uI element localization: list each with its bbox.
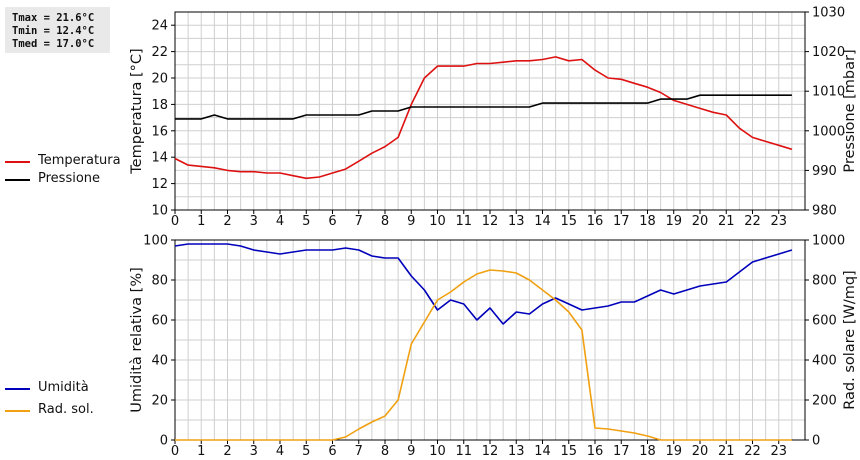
bottom-x-tick-label: 20 — [692, 444, 709, 459]
stats-box: Tmax = 21.6°C Tmin = 12.4°C Tmed = 17.0°… — [5, 7, 110, 53]
top-series-pressione — [175, 94, 792, 120]
bottom-x-tick-label: 22 — [744, 444, 761, 459]
top-x-tick-label: 17 — [613, 214, 630, 229]
bottom-x-tick-label: 5 — [302, 444, 310, 459]
top-yright-tick-label: 1000 — [812, 124, 845, 139]
top-x-tick-label: 15 — [560, 214, 577, 229]
bottom-x-tick-label: 11 — [455, 444, 472, 459]
tmed-text: Tmed = 17.0°C — [12, 38, 95, 50]
bottom-x-tick-label: 4 — [276, 444, 284, 459]
top-yleft-tick-label: 20 — [151, 72, 168, 87]
top-x-tick-label: 20 — [692, 214, 709, 229]
legend-temperatura-swatch — [5, 161, 30, 163]
legend-umidita-label: Umidità — [38, 380, 89, 395]
legend-pressione-label: Pressione — [38, 171, 101, 186]
bottom-yleft-tick-label: 40 — [151, 354, 168, 369]
top-yleft-tick-label: 24 — [151, 19, 168, 34]
bottom-series-rad-sol — [175, 269, 792, 441]
bottom-ylabel-left: Umidità relativa [%] — [129, 267, 145, 413]
top-x-tick-label: 10 — [429, 214, 446, 229]
bottom-x-tick-label: 2 — [223, 444, 231, 459]
bottom-x-tick-label: 3 — [250, 444, 258, 459]
top-yleft-tick-label: 16 — [151, 124, 168, 139]
top-x-tick-label: 8 — [381, 214, 389, 229]
top-yleft-tick-label: 10 — [151, 204, 168, 219]
tmax-text: Tmax = 21.6°C — [12, 12, 95, 24]
top-x-tick-label: 6 — [328, 214, 336, 229]
bottom-yleft-tick-label: 100 — [143, 234, 168, 249]
bottom-yleft-tick-label: 60 — [151, 314, 168, 329]
top-yleft-tick-label: 14 — [151, 151, 168, 166]
top-x-tick-label: 4 — [276, 214, 284, 229]
bottom-yright-tick-label: 800 — [812, 274, 837, 289]
bottom-x-tick-label: 21 — [718, 444, 735, 459]
bottom-x-tick-label: 7 — [355, 444, 363, 459]
top-ylabel-right: Pressione [mbar] — [842, 49, 858, 172]
bottom-x-tick-label: 18 — [639, 444, 656, 459]
bottom-yright-tick-label: 0 — [812, 434, 820, 449]
top-x-tick-label: 2 — [223, 214, 231, 229]
bottom-x-tick-label: 0 — [171, 444, 179, 459]
top-x-tick-label: 19 — [665, 214, 682, 229]
top-yleft-tick-label: 12 — [151, 177, 168, 192]
bottom-x-tick-label: 15 — [560, 444, 577, 459]
bottom-yright-tick-label: 1000 — [812, 234, 845, 249]
legend-pressione-swatch — [5, 179, 30, 181]
legend-radsol-label: Rad. sol. — [38, 402, 94, 417]
top-yleft-tick-label: 18 — [151, 98, 168, 113]
top-x-tick-label: 18 — [639, 214, 656, 229]
top-series-temperatura — [174, 56, 793, 180]
bottom-x-tick-label: 10 — [429, 444, 446, 459]
top-yright-tick-label: 1020 — [812, 45, 845, 60]
top-x-tick-label: 5 — [302, 214, 310, 229]
bottom-yright-tick-label: 200 — [812, 394, 837, 409]
legend-radsol-swatch — [5, 410, 30, 412]
top-x-tick-label: 22 — [744, 214, 761, 229]
legend-umidita-swatch — [5, 388, 30, 390]
top-yright-tick-label: 1030 — [812, 6, 845, 21]
top-x-tick-label: 0 — [171, 214, 179, 229]
bottom-panel: 0 1 2 3 4 5 6 7 8 9 10 11 12 13 14 15 16 17 18 19 20 21 22 2302… — [129, 234, 858, 460]
bottom-yleft-tick-label: 20 — [151, 394, 168, 409]
top-x-tick-label: 14 — [534, 214, 551, 229]
bottom-yright-tick-label: 600 — [812, 314, 837, 329]
top-x-tick-label: 23 — [770, 214, 787, 229]
top-x-tick-label: 7 — [355, 214, 363, 229]
bottom-x-tick-label: 9 — [407, 444, 415, 459]
bottom-x-tick-label: 8 — [381, 444, 389, 459]
top-ylabel-left: Temperatura [°C] — [129, 48, 145, 174]
top-yright-tick-label: 990 — [812, 164, 837, 179]
bottom-x-tick-label: 13 — [508, 444, 525, 459]
top-yright-tick-label: 1010 — [812, 85, 845, 100]
top-x-tick-label: 13 — [508, 214, 525, 229]
bottom-x-tick-label: 14 — [534, 444, 551, 459]
tmin-text: Tmin = 12.4°C — [12, 25, 95, 37]
top-x-tick-label: 3 — [250, 214, 258, 229]
bottom-x-tick-label: 16 — [587, 444, 604, 459]
bottom-yright-tick-label: 400 — [812, 354, 837, 369]
top-x-tick-label: 1 — [197, 214, 205, 229]
bottom-x-tick-label: 12 — [482, 444, 499, 459]
bottom-x-tick-label: 17 — [613, 444, 630, 459]
bottom-series-umidit — [174, 243, 793, 325]
top-yleft-tick-label: 22 — [151, 45, 168, 60]
top-x-tick-label: 9 — [407, 214, 415, 229]
top-x-tick-label: 12 — [482, 214, 499, 229]
top-panel: 0 1 2 3 4 5 6 7 8 9 10 11 12 13 14 15 16 17 18 19 20 21 22 2310… — [129, 6, 858, 230]
legend-temperatura-label: Temperatura — [38, 153, 121, 168]
bottom-yleft-tick-label: 80 — [151, 274, 168, 289]
bottom-x-tick-label: 19 — [665, 444, 682, 459]
top-x-tick-label: 11 — [455, 214, 472, 229]
bottom-yleft-tick-label: 0 — [160, 434, 168, 449]
top-x-tick-label: 16 — [587, 214, 604, 229]
bottom-ylabel-right: Rad. solare [W/mq] — [842, 270, 858, 409]
bottom-x-tick-label: 6 — [328, 444, 336, 459]
bottom-x-tick-label: 23 — [770, 444, 787, 459]
bottom-x-tick-label: 1 — [197, 444, 205, 459]
top-x-tick-label: 21 — [718, 214, 735, 229]
top-yright-tick-label: 980 — [812, 204, 837, 219]
